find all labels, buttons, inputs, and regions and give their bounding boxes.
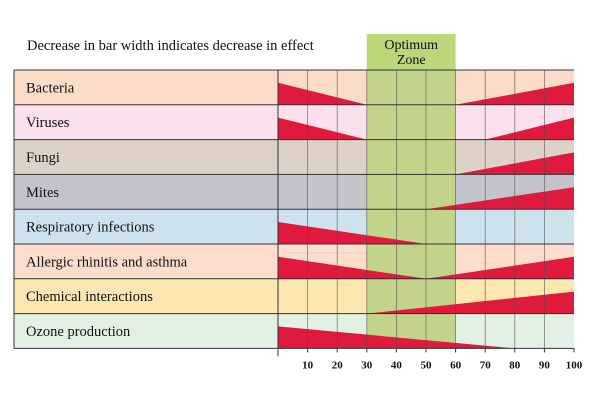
row-label: Respiratory infections	[26, 220, 155, 236]
effect-wedge	[426, 187, 574, 210]
optimum-zone-title-line1: Optimum	[384, 38, 438, 53]
x-axis: 10 20 30 40 50 60 70 80 90 100	[302, 348, 583, 371]
effect-wedge	[426, 256, 574, 279]
optimum-zone-title-line2: Zone	[397, 53, 426, 68]
effect-wedge	[366, 291, 574, 314]
row-label: Mites	[26, 185, 59, 201]
x-tick-label: 100	[566, 359, 583, 371]
row-label: Fungi	[26, 150, 60, 166]
x-tick-label: 60	[450, 359, 462, 371]
row-label: Bacteria	[26, 80, 75, 96]
row-labels: Bacteria Viruses Fungi Mites Respiratory inf…	[26, 80, 188, 340]
row-band	[14, 139, 574, 175]
effect-wedge	[278, 117, 367, 140]
chart-caption: Decrease in bar width indicates decrease…	[27, 38, 314, 54]
x-tick-label: 70	[480, 359, 492, 371]
x-tick-label: 10	[302, 359, 314, 371]
x-tick-label: 20	[332, 359, 344, 371]
x-tick-label: 90	[539, 359, 551, 371]
effect-wedge	[278, 222, 426, 244]
x-tick-label: 30	[361, 359, 373, 371]
effect-wedge	[485, 117, 574, 140]
row-label: Viruses	[26, 115, 70, 131]
grid-lines	[13, 69, 574, 357]
effect-wedge	[278, 82, 367, 105]
row-label: Ozone production	[26, 324, 131, 340]
row-label: Allergic rhinitis and asthma	[26, 254, 188, 270]
effect-wedge	[278, 256, 426, 279]
row-label: Chemical interactions	[26, 289, 153, 305]
optimum-zone-header	[366, 34, 456, 70]
x-tick-label: 50	[421, 359, 433, 371]
x-tick-label: 80	[509, 359, 521, 371]
x-tick-label: 40	[391, 359, 403, 371]
